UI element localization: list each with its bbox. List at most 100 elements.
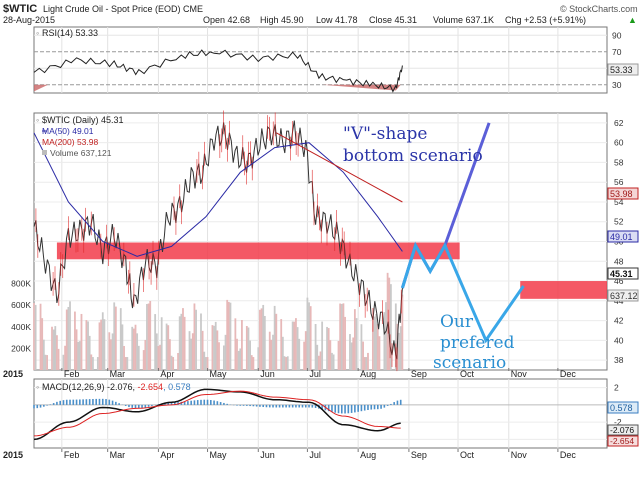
volume-bar-39	[123, 345, 125, 370]
volume-bar-142	[360, 324, 363, 370]
ma50-value-box	[607, 230, 639, 243]
macd-hist-bar-85	[311, 404, 314, 408]
volume-bar-127	[326, 326, 328, 370]
x-axis-month-dec: Dec	[560, 450, 577, 460]
macd-hist-bar-59	[226, 403, 228, 405]
rsi-marker-icon: ◦	[36, 28, 39, 38]
volume-bar-86	[229, 302, 232, 370]
macd-label: MACD(12,26,9) -2.076, -2.654, 0.578	[42, 382, 191, 392]
volume-bar-14	[65, 309, 68, 370]
price-tick-7: 48	[614, 256, 624, 266]
volume-bar-146	[367, 352, 369, 370]
volume-bar-120	[308, 302, 310, 370]
volume-bar-64	[180, 313, 183, 370]
up-arrow-icon: ▲	[628, 15, 637, 25]
macd-hist-bar-102	[367, 404, 369, 410]
volume-bar-117	[303, 341, 306, 370]
volume-bar-157	[394, 303, 397, 370]
macd-histogram	[33, 398, 402, 414]
volume-bar-116	[298, 338, 301, 370]
x-axis-year: 2015	[3, 450, 23, 460]
macd-hist-bar-64	[242, 404, 245, 406]
volume-bar-57	[165, 323, 168, 370]
volume-bar-22	[85, 320, 88, 370]
volume-bar-54	[157, 346, 160, 370]
ma50-line	[33, 132, 403, 257]
macd-hist-bar-28	[124, 404, 127, 406]
macd-value-box	[607, 424, 639, 436]
legend-volume-swatch	[42, 150, 47, 155]
x-axis-month-nov: Nov	[511, 369, 528, 379]
volume-bar-70	[193, 303, 196, 370]
macd-hist-bar-51	[200, 399, 202, 405]
macd-hist-bar-22	[105, 399, 107, 405]
macd-hist-bar-43	[173, 402, 176, 405]
volume-bar-4	[42, 339, 45, 370]
x-axis-month-feb: Feb	[64, 369, 80, 379]
volume-bar-5	[44, 354, 47, 370]
volume-bar-124	[317, 355, 320, 370]
volume-bar-17	[74, 311, 76, 370]
volume-bar-132	[337, 341, 340, 370]
volume-bar-33	[110, 339, 112, 370]
volume-bar-145	[365, 357, 368, 370]
macd-hist-bar-68	[255, 404, 258, 407]
volume-bar-113	[293, 321, 296, 370]
macd-hist-bar-91	[331, 404, 333, 412]
macd-hist-bar-84	[308, 404, 310, 408]
volume-bar-80	[216, 330, 219, 370]
x-axis-month-jun: Jun	[260, 450, 275, 460]
volume-value-box	[607, 289, 639, 302]
macd-hist-bar-81	[298, 404, 301, 408]
macd-hist-bar-48	[190, 400, 192, 405]
volume-bar-45	[136, 333, 139, 370]
volume-bar-161	[401, 294, 404, 370]
macd-hist-bar-57	[219, 402, 222, 405]
chart-instrument-name: Light Crude Oil - Spot Price (EOD) CME	[43, 4, 203, 14]
legend-volume: Volume 637,121	[50, 148, 112, 158]
macd-hist-bar-21	[101, 398, 104, 405]
preferred-scenario-line	[400, 241, 525, 344]
volume-bar-134	[340, 303, 343, 370]
volume-bar-25	[90, 354, 93, 370]
volume-bar-118	[304, 331, 307, 370]
volume-bar-82	[223, 345, 225, 370]
macd-hist-bar-5	[49, 404, 52, 405]
volume-bar-122	[314, 324, 317, 370]
macd-hist-bar-17	[88, 399, 91, 405]
macd-hist-bar-9	[62, 400, 65, 405]
volume-bar-38	[121, 324, 124, 370]
annotation-pref-line3: scenario	[433, 353, 506, 373]
volume-bar-26	[92, 357, 94, 370]
volume-tick-0: 800K	[11, 279, 31, 289]
volume-bar-60	[170, 355, 173, 370]
macd-hist-bar-65	[246, 404, 248, 406]
macd-signal-line	[33, 390, 401, 437]
volume-bar-99	[260, 308, 263, 370]
macd-hist-bar-62	[236, 404, 238, 406]
x-axis-month-apr: Apr	[160, 369, 174, 379]
macd-hist-bar-88	[321, 404, 323, 410]
volume-bar-68	[190, 338, 193, 370]
volume-bar-23	[87, 321, 89, 370]
macd-hist-bar-4	[46, 404, 48, 406]
macd-hist-bar-2	[39, 404, 42, 408]
volume-bar-156	[389, 284, 392, 370]
volume-bar-108	[281, 336, 284, 370]
volume-bar-28	[98, 322, 101, 370]
ohlc-volume: Volume 637.1K	[433, 15, 494, 25]
volume-bar-98	[259, 309, 261, 370]
macd-hist-bar-33	[141, 404, 143, 409]
volume-bar-96	[252, 357, 255, 370]
macd-hist-bar-19	[95, 398, 98, 405]
macd-hist-bar-15	[82, 399, 84, 405]
annotation-pref-line1: Our	[440, 312, 474, 332]
volume-bar-107	[280, 319, 283, 370]
x-axis-month-may: May	[210, 450, 228, 460]
volume-bar-41	[126, 357, 129, 370]
x-axis-year: 2015	[3, 369, 23, 379]
volume-bar-72	[200, 313, 202, 370]
macd-hist-bar-94	[340, 404, 343, 414]
macd-hist-bar-35	[147, 404, 150, 407]
price-tick-3: 56	[614, 177, 624, 187]
